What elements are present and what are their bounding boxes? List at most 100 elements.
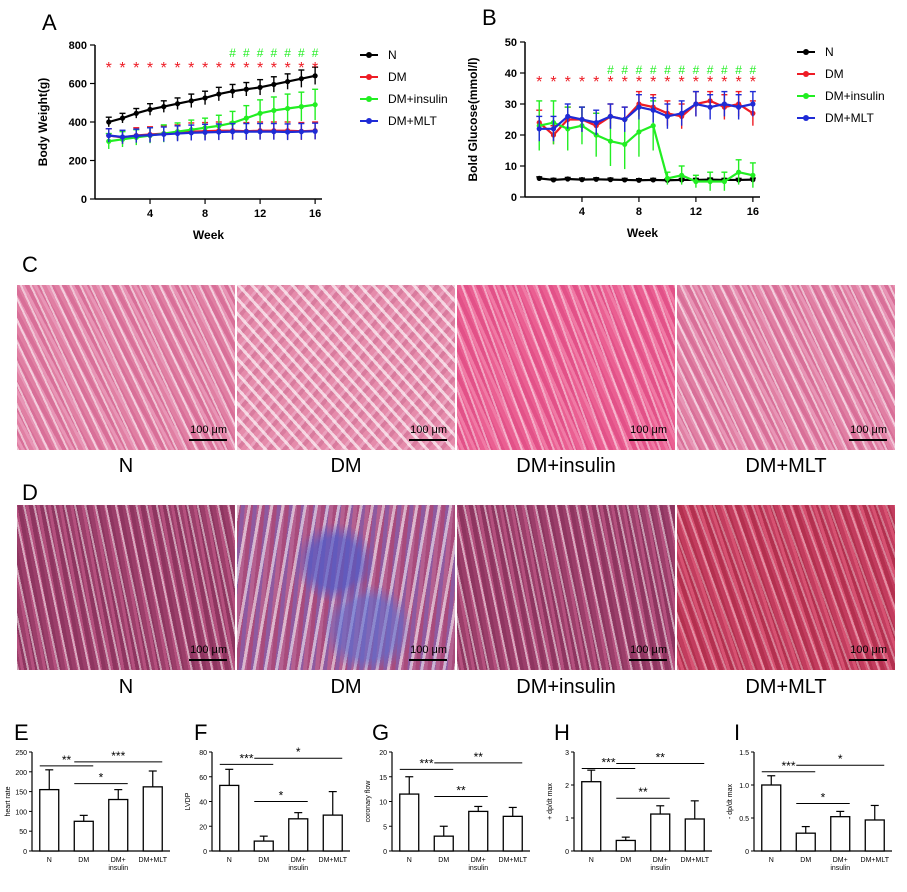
significance-star: *	[693, 74, 699, 91]
significance-star: *	[312, 60, 318, 77]
data-point-dm-insulin	[693, 178, 699, 185]
significance-label: *	[279, 789, 284, 803]
significance-star: *	[257, 60, 263, 77]
data-point-n	[216, 91, 222, 97]
significance-label: ***	[419, 756, 433, 770]
data-point-dm-mlt	[147, 132, 153, 138]
y-tick-label: 40	[199, 800, 207, 807]
data-point-dm-mlt	[565, 113, 571, 119]
x-tick-label: DM	[438, 857, 449, 864]
significance-star: *	[202, 60, 208, 77]
significance-hash: #	[636, 63, 643, 77]
data-point-dm-mlt	[243, 129, 249, 135]
he-image-dm: 100 μm	[237, 285, 455, 450]
significance-star: *	[622, 74, 628, 91]
data-point-n	[593, 176, 599, 182]
bar	[399, 793, 420, 852]
significance-label: **	[638, 785, 648, 799]
scale-bar-label: 100 μm	[190, 424, 227, 436]
significance-star: *	[593, 74, 599, 91]
scale-bar	[409, 659, 447, 661]
data-point-n	[188, 98, 194, 104]
he-label-dm: DM	[330, 455, 362, 477]
y-tick-label: 5	[383, 824, 387, 831]
bar	[615, 839, 636, 852]
scale-bar	[629, 659, 667, 661]
chart-minus-dpdt: 0 0.5 1.0 1.5 - dp/dt max N DM DM+insulin DM+MLT…	[727, 750, 892, 872]
bar	[433, 835, 454, 852]
significance-hash: #	[284, 46, 291, 60]
x-axis-label: Week	[627, 226, 658, 240]
significance-star: *	[721, 74, 727, 91]
x-tick-label: DM	[258, 857, 269, 864]
panel-letter-e: E	[14, 720, 29, 745]
y-tick-label: 20	[379, 750, 387, 757]
legend-label: N	[388, 48, 397, 62]
data-point-n	[161, 104, 167, 110]
data-point-dm-mlt	[550, 126, 557, 132]
data-point-dm-mlt	[650, 107, 656, 113]
significance-star: *	[579, 74, 585, 91]
series-line-dm-insulin	[539, 121, 754, 183]
x-tick-label: DM+MLT	[861, 857, 890, 864]
panel-letter-i: I	[734, 720, 741, 745]
data-point-dm-mlt	[271, 129, 277, 135]
data-point-dm-mlt	[664, 113, 671, 119]
y-tick-label: 100	[15, 809, 27, 816]
x-tick-label: 8	[202, 208, 208, 220]
data-point-n	[312, 73, 318, 79]
panel-letter-b: B	[482, 5, 497, 30]
masson-label-dm: DM	[330, 676, 362, 698]
bar	[864, 819, 885, 852]
y-tick-label: 0	[81, 194, 87, 206]
bar	[581, 781, 602, 852]
scale-bar	[629, 439, 667, 441]
x-tick-label: 8	[636, 206, 642, 218]
y-tick-label: 30	[505, 99, 517, 111]
x-tick-label: DM+	[653, 857, 668, 864]
data-point-n	[133, 110, 139, 116]
x-tick-label: 12	[690, 206, 702, 218]
data-point-dm-mlt	[229, 129, 236, 135]
significance-label: **	[474, 750, 484, 764]
masson-label-dm-mlt: DM+MLT	[745, 676, 827, 698]
significance-label: ***	[601, 756, 615, 770]
scale-bar-label: 100 μm	[410, 644, 447, 656]
y-axis-label: coronary flow	[365, 780, 372, 823]
y-tick-label: 20	[199, 824, 207, 831]
y-tick-label: 20	[505, 130, 517, 142]
scale-bar-label: 100 μm	[410, 424, 447, 436]
significance-hash: #	[298, 46, 305, 60]
data-point-dm-insulin	[679, 172, 685, 178]
data-point-n	[579, 177, 585, 183]
data-point-dm-insulin	[243, 115, 249, 121]
bar	[761, 784, 782, 852]
data-point-dm-mlt	[119, 134, 126, 140]
data-point-dm-insulin	[271, 107, 277, 114]
x-tick-label: DM+MLT	[139, 857, 168, 864]
data-point-dm-insulin	[736, 169, 742, 175]
legend-marker	[803, 93, 809, 99]
data-point-dm-mlt	[579, 116, 585, 123]
bar	[322, 814, 343, 852]
significance-hash: #	[621, 63, 628, 77]
x-tick-label: N	[47, 857, 52, 864]
significance-star: *	[271, 60, 277, 77]
significance-star: *	[636, 74, 642, 91]
data-point-n	[202, 95, 208, 101]
data-point-n	[257, 84, 263, 90]
y-tick-label: 1	[565, 816, 569, 823]
x-tick-label: N	[227, 857, 232, 864]
data-point-n	[119, 115, 126, 121]
x-tick-label: DM	[800, 857, 811, 864]
y-tick-label: 40	[505, 68, 517, 80]
legend-marker	[366, 118, 372, 124]
data-point-dm-mlt	[285, 129, 291, 135]
significance-star: *	[565, 74, 571, 91]
bar	[468, 810, 489, 852]
x-tick-label: N	[589, 857, 594, 864]
scale-bar-label: 100 μm	[190, 644, 227, 656]
data-point-dm-insulin	[664, 175, 671, 181]
